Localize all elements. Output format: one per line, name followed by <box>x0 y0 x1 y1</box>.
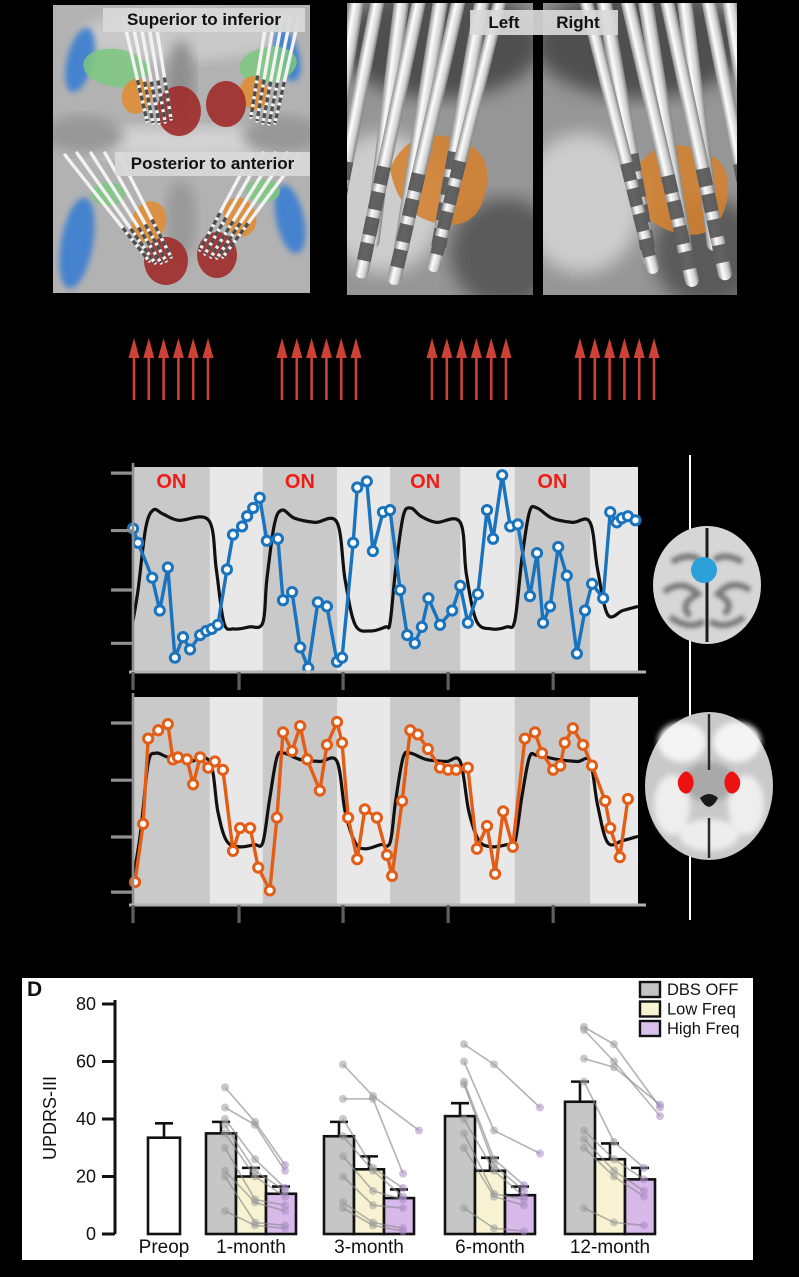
bold-timecourse-stn <box>111 693 646 923</box>
seed-region-dot <box>691 557 717 583</box>
svg-text:ON: ON <box>537 471 567 493</box>
svg-text:ON: ON <box>285 471 315 493</box>
roi-right-shape <box>724 771 741 794</box>
label-left: Left <box>488 12 520 32</box>
leads-left-illustration <box>347 3 533 295</box>
view-label-superior: Superior to inferior <box>103 8 305 32</box>
bold-timecourse-thalamus: ON ON ON ON <box>111 463 646 690</box>
stimulation-arrows <box>128 338 660 400</box>
view-label-posterior: Posterior to anterior <box>115 152 310 176</box>
hemisphere-labels: Left Right <box>470 10 618 35</box>
anatomy-illustration <box>53 5 310 293</box>
electrode-lines <box>121 13 301 126</box>
brain-inset-roi <box>645 712 773 860</box>
svg-text:ON: ON <box>156 471 186 493</box>
svg-text:3-month: 3-month <box>334 1237 404 1258</box>
panel-leads-right <box>543 3 737 295</box>
brain-inset-seed <box>653 526 761 644</box>
svg-text:UPDRS-III: UPDRS-III <box>40 1076 60 1160</box>
leads-right-illustration <box>543 3 737 295</box>
svg-text:6-month: 6-month <box>455 1237 525 1258</box>
svg-text:Low Freq: Low Freq <box>667 1001 736 1019</box>
svg-text:0: 0 <box>86 1224 96 1244</box>
svg-text:DBS OFF: DBS OFF <box>667 981 739 999</box>
updrs-bar-chart: 0 20 40 60 80 UPDRS-III Preop 1-month 3-month 6-m… <box>40 980 739 1258</box>
svg-text:ON: ON <box>410 471 440 493</box>
panel-letter: D <box>27 978 43 1001</box>
svg-text:Preop: Preop <box>139 1237 190 1258</box>
svg-text:1-month: 1-month <box>216 1237 286 1258</box>
panel-anatomy: Superior to inferior Posterior to anteri… <box>53 5 310 293</box>
panel-updrs-chart: D 0 20 40 60 80 UPDRS-III Preop 1-month 3-month 6… <box>22 978 753 1260</box>
svg-text:60: 60 <box>76 1052 96 1072</box>
roi-left-shape <box>677 771 694 794</box>
svg-text:12-month: 12-month <box>570 1237 650 1258</box>
svg-text:20: 20 <box>76 1167 96 1187</box>
svg-text:High Freq: High Freq <box>667 1020 739 1038</box>
divider-line <box>689 455 691 920</box>
panel-leads-left <box>347 3 533 295</box>
svg-text:40: 40 <box>76 1109 96 1129</box>
svg-text:80: 80 <box>76 994 96 1014</box>
label-right: Right <box>556 12 600 32</box>
